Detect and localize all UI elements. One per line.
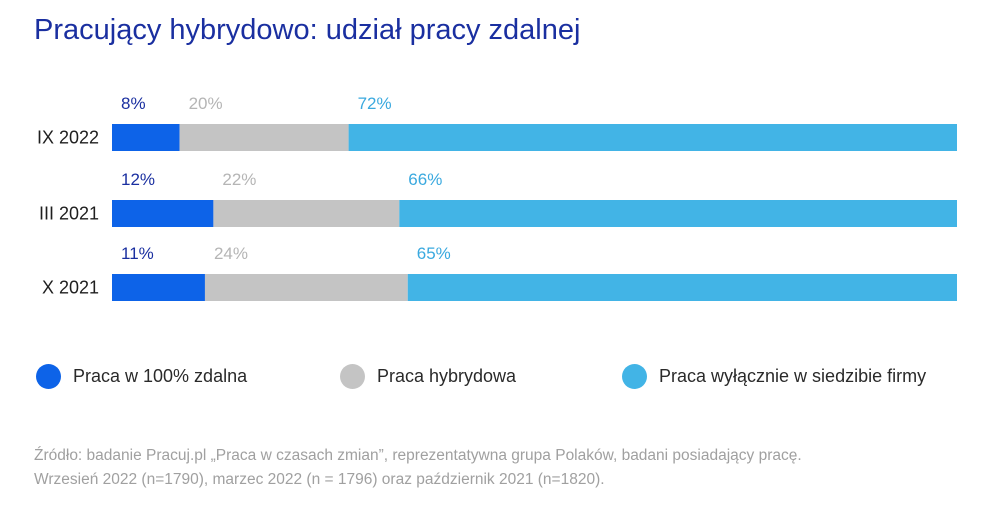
- bar-remote-2: [112, 200, 214, 227]
- bar-hybrid-3: [204, 274, 408, 301]
- legend-swatch-office: [622, 364, 647, 389]
- category-label: IX 2022: [37, 128, 99, 148]
- legend-item-office: Praca wyłącznie w siedzibie firmy: [622, 364, 926, 389]
- legend-swatch-remote: [36, 364, 61, 389]
- legend-label-office: Praca wyłącznie w siedzibie firmy: [659, 366, 927, 386]
- bar-hybrid-1: [179, 124, 349, 151]
- bar-office-2: [399, 200, 957, 227]
- bar-office-3: [407, 274, 957, 301]
- legend-swatch-hybrid: [340, 364, 365, 389]
- data-label: 24%: [214, 244, 248, 263]
- legend-item-remote: Praca w 100% zdalna: [36, 364, 247, 389]
- legend-label-hybrid: Praca hybrydowa: [377, 366, 517, 386]
- chart-title: Pracujący hybrydowo: udział pracy zdalne…: [34, 14, 581, 46]
- legend-item-hybrid: Praca hybrydowa: [340, 364, 516, 389]
- data-label: 8%: [121, 94, 146, 113]
- data-label: 20%: [189, 94, 223, 113]
- bar-hybrid-2: [213, 200, 400, 227]
- bar-remote-3: [112, 274, 205, 301]
- category-label: X 2021: [42, 278, 99, 298]
- source-line-2: Wrzesień 2022 (n=1790), marzec 2022 (n =…: [34, 471, 605, 488]
- data-label: 11%: [121, 244, 154, 263]
- stacked-bar-chart: IX 2022 8% 20% 72% III 2021 12% 22% 66% X 2021 11…: [37, 94, 958, 301]
- source-note: Źródło: badanie Pracuj.pl „Praca w czasa…: [34, 444, 964, 492]
- data-label: 22%: [222, 170, 256, 189]
- legend-label-remote: Praca w 100% zdalna: [73, 366, 248, 386]
- data-label: 12%: [121, 170, 155, 189]
- category-label: III 2021: [39, 204, 99, 224]
- bar-office-1: [348, 124, 958, 151]
- source-line-1: Źródło: badanie Pracuj.pl „Praca w czasa…: [34, 447, 802, 464]
- data-label: 66%: [408, 170, 442, 189]
- data-label: 72%: [358, 94, 392, 113]
- data-label: 65%: [417, 244, 451, 263]
- chart-legend: Praca w 100% zdalna Praca hybrydowa Prac…: [0, 364, 983, 394]
- bar-remote-1: [112, 124, 180, 151]
